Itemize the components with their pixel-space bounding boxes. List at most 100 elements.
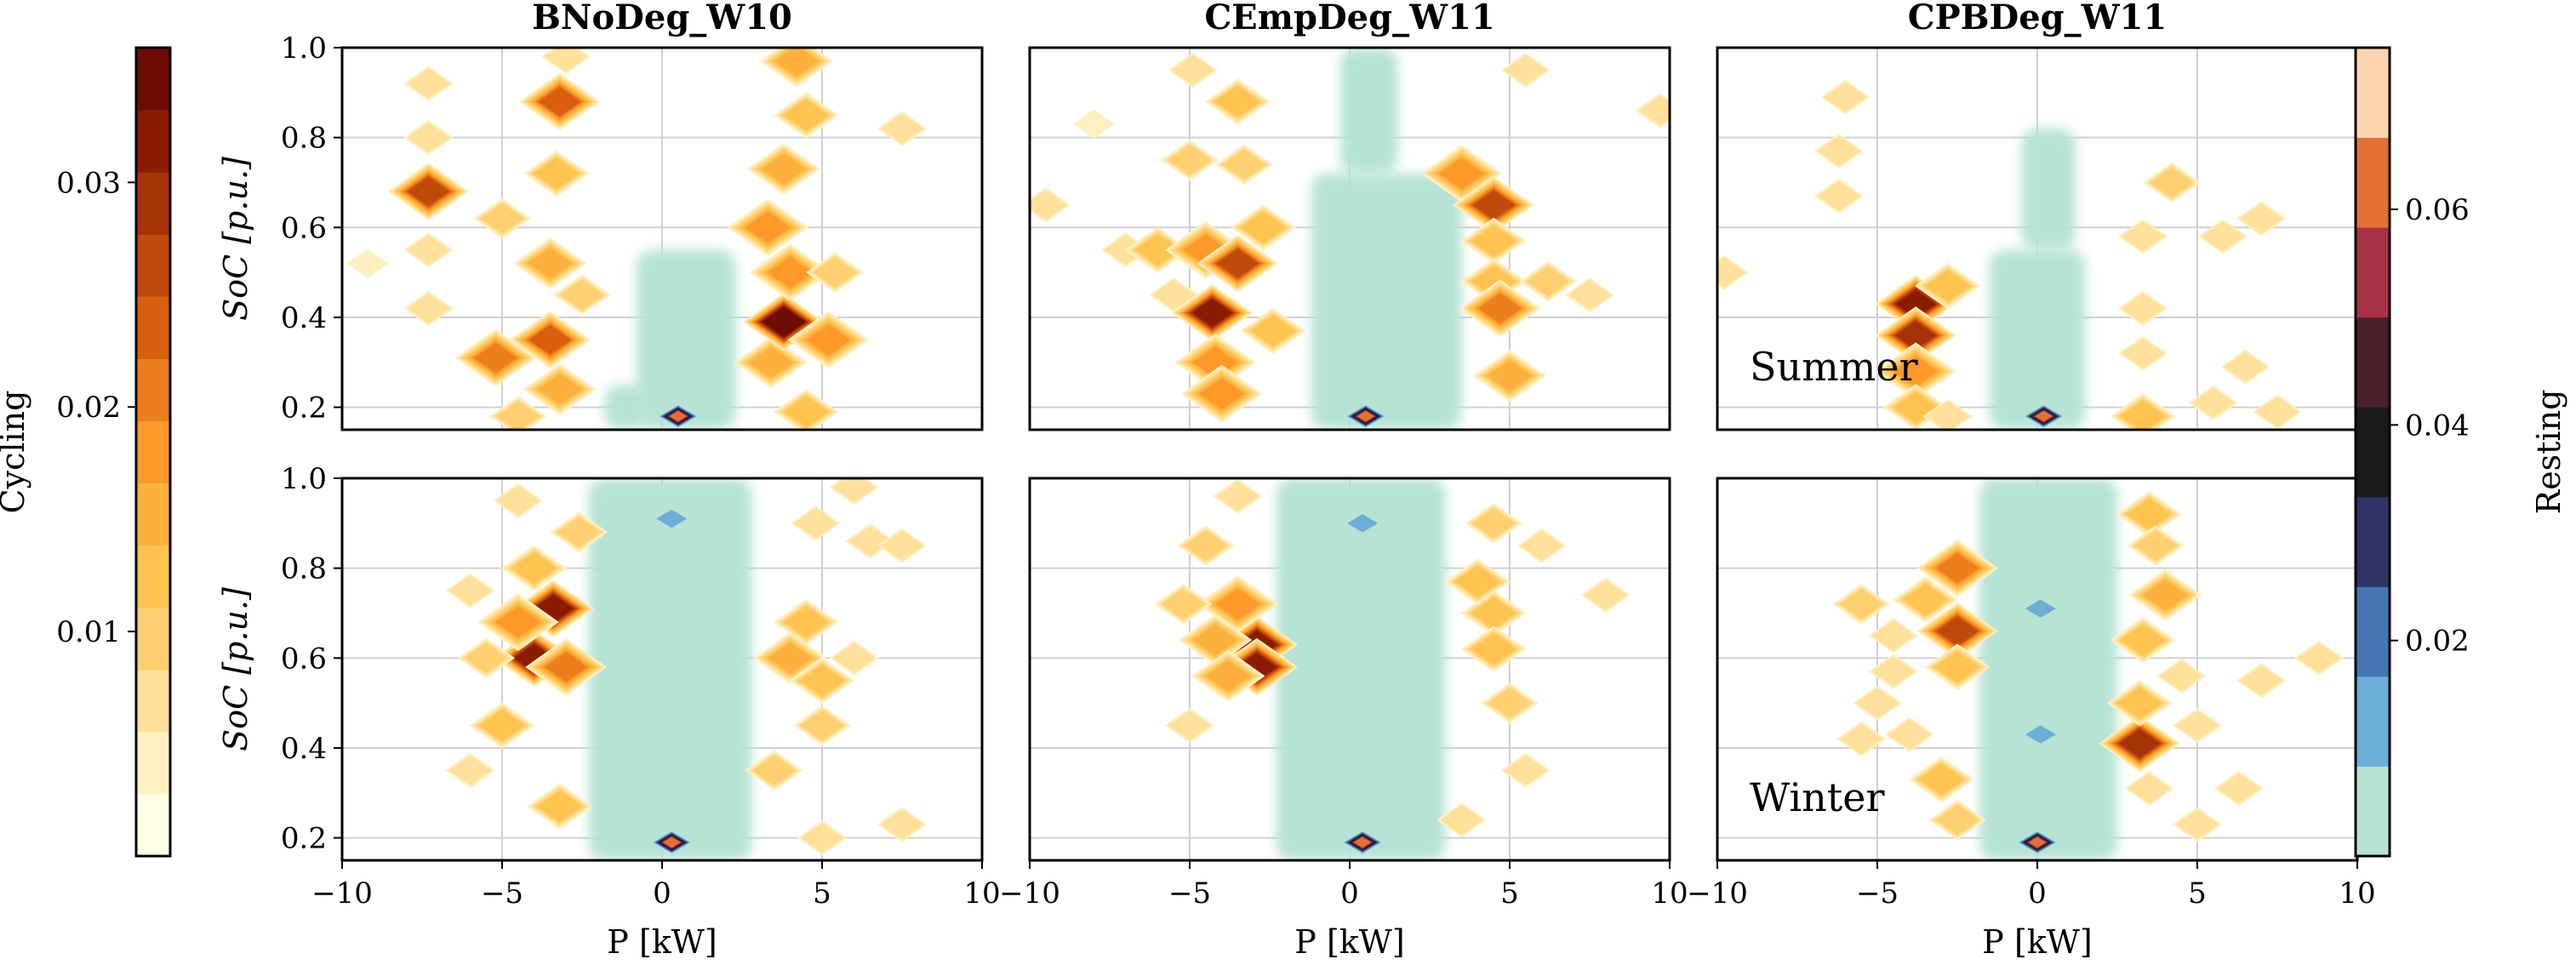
cycling-level bbox=[1237, 653, 1277, 682]
cycling-level bbox=[2255, 396, 2299, 427]
resting-hotspot bbox=[657, 404, 699, 429]
cycling-level bbox=[2191, 387, 2236, 419]
cycling-colorbar-segment bbox=[136, 234, 170, 297]
cycling-hotspot bbox=[877, 111, 928, 146]
cycling-hotspot bbox=[1213, 478, 1263, 514]
cycling-colorbar-segment bbox=[136, 48, 170, 111]
cycling-level bbox=[346, 248, 389, 278]
cycling-level bbox=[2223, 351, 2267, 383]
cycling-hotspot bbox=[2142, 162, 2201, 203]
cycling-level bbox=[761, 153, 807, 186]
x-axis-label: P [kW] bbox=[1982, 923, 2092, 961]
cycling-hotspot bbox=[1916, 602, 1998, 660]
cycling-level bbox=[1471, 507, 1516, 540]
cycling-hotspot bbox=[2110, 616, 2176, 664]
resting-colorbar-frame bbox=[2354, 46, 2391, 858]
cycling-level bbox=[1439, 157, 1485, 190]
cycling-level bbox=[748, 346, 794, 379]
x-tick-label: 10 bbox=[1651, 876, 1688, 911]
cycling-level bbox=[2143, 579, 2188, 611]
resting-colorbar-label: Resting bbox=[2530, 390, 2567, 515]
cycling-level bbox=[1504, 54, 1548, 86]
cycling-hotspot bbox=[1852, 685, 1903, 721]
y-tick-label: 1.0 bbox=[281, 31, 327, 66]
cycling-hotspot bbox=[523, 363, 597, 416]
cycling-hotspot bbox=[2236, 663, 2287, 699]
resting-region bbox=[1311, 173, 1462, 430]
cycling-hotspot bbox=[877, 528, 928, 563]
cycling-level bbox=[1893, 355, 1939, 387]
resting-level bbox=[2025, 599, 2056, 618]
cycling-hotspot bbox=[1161, 140, 1219, 181]
cycling-colorbar-segment bbox=[136, 482, 170, 546]
cycling-hotspot bbox=[1154, 583, 1213, 625]
cycling-hotspot bbox=[806, 252, 865, 294]
cycling-level bbox=[544, 48, 588, 72]
resting-level bbox=[656, 509, 688, 528]
cycling-hotspot bbox=[1915, 262, 1981, 310]
x-tick-label: 10 bbox=[2339, 876, 2375, 911]
cycling-hotspot bbox=[2197, 219, 2248, 254]
cycling-colorbar-segment bbox=[136, 545, 170, 608]
cycling-hotspot bbox=[877, 807, 928, 842]
cycling-colorbar-tick-label: 0.02 bbox=[56, 391, 121, 425]
cycling-hotspot bbox=[2172, 807, 2223, 842]
resting-level bbox=[1347, 514, 1379, 533]
cycling-level bbox=[1471, 597, 1516, 629]
cycling-hotspot bbox=[2117, 335, 2168, 371]
cycling-colorbar-tick-label: 0.03 bbox=[56, 166, 121, 200]
cycling-level bbox=[1568, 279, 1612, 311]
cycling-level bbox=[1936, 616, 1979, 646]
cycling-hotspot bbox=[1884, 717, 1934, 752]
resting-colorbar-segment bbox=[2356, 317, 2390, 408]
cycling-level bbox=[557, 517, 602, 548]
cycling-level bbox=[448, 755, 492, 786]
season-label: Summer bbox=[1750, 344, 1918, 390]
cycling-hotspot bbox=[1240, 307, 1306, 355]
cycling-level bbox=[813, 256, 858, 288]
cycling-hotspot bbox=[1460, 217, 1527, 265]
y-tick-label: 0.2 bbox=[281, 391, 327, 425]
cycling-level bbox=[1171, 54, 1215, 86]
cycling-hotspot bbox=[1635, 93, 1670, 128]
cycling-level bbox=[1030, 189, 1068, 220]
cycling-hotspot bbox=[550, 511, 608, 553]
cycling-level bbox=[1221, 149, 1266, 180]
y-tick-label: 0.6 bbox=[281, 642, 327, 676]
cycling-level bbox=[774, 48, 820, 77]
cycling-hotspot bbox=[773, 388, 839, 430]
cycling-hotspot bbox=[1191, 649, 1265, 703]
cycling-level bbox=[783, 99, 829, 131]
resting-level bbox=[2019, 803, 2061, 828]
cycling-hotspot bbox=[1875, 342, 1957, 401]
cycling-hotspot bbox=[2220, 349, 2270, 385]
cycling-colorbar-segment bbox=[136, 296, 170, 359]
resting-level bbox=[2025, 725, 2056, 744]
cycling-hotspot bbox=[2128, 568, 2202, 622]
cycling-hotspot bbox=[1500, 752, 1551, 789]
cycling-hotspot bbox=[1564, 277, 1615, 313]
panel-5 bbox=[1030, 478, 1670, 860]
cycling-hotspot bbox=[789, 657, 855, 705]
cycling-level bbox=[479, 710, 525, 741]
cycling-hotspot bbox=[829, 640, 879, 676]
cycling-hotspot bbox=[469, 702, 535, 749]
cycling-hotspot bbox=[346, 248, 389, 278]
cycling-hotspot bbox=[1580, 577, 1631, 614]
resting-hotspot bbox=[2019, 597, 2061, 621]
y-tick-label: 0.4 bbox=[281, 301, 327, 335]
cycling-hotspot bbox=[746, 142, 821, 196]
cycling-level bbox=[1161, 588, 1206, 620]
cycling-level bbox=[1839, 588, 1884, 620]
resting-region bbox=[1979, 478, 2117, 860]
cycling-colorbar-label: Cycling bbox=[0, 391, 31, 514]
cycling-level bbox=[1918, 763, 1964, 796]
cycling-level bbox=[406, 122, 451, 153]
cycling-hotspot bbox=[1164, 707, 1215, 744]
cycling-hotspot bbox=[791, 505, 841, 541]
cycling-colorbar-segment bbox=[136, 110, 170, 173]
x-tick-label: −5 bbox=[481, 876, 523, 911]
cycling-level bbox=[2175, 808, 2219, 840]
cycling-hotspot bbox=[2188, 385, 2239, 420]
panel-frame bbox=[1028, 46, 1671, 431]
